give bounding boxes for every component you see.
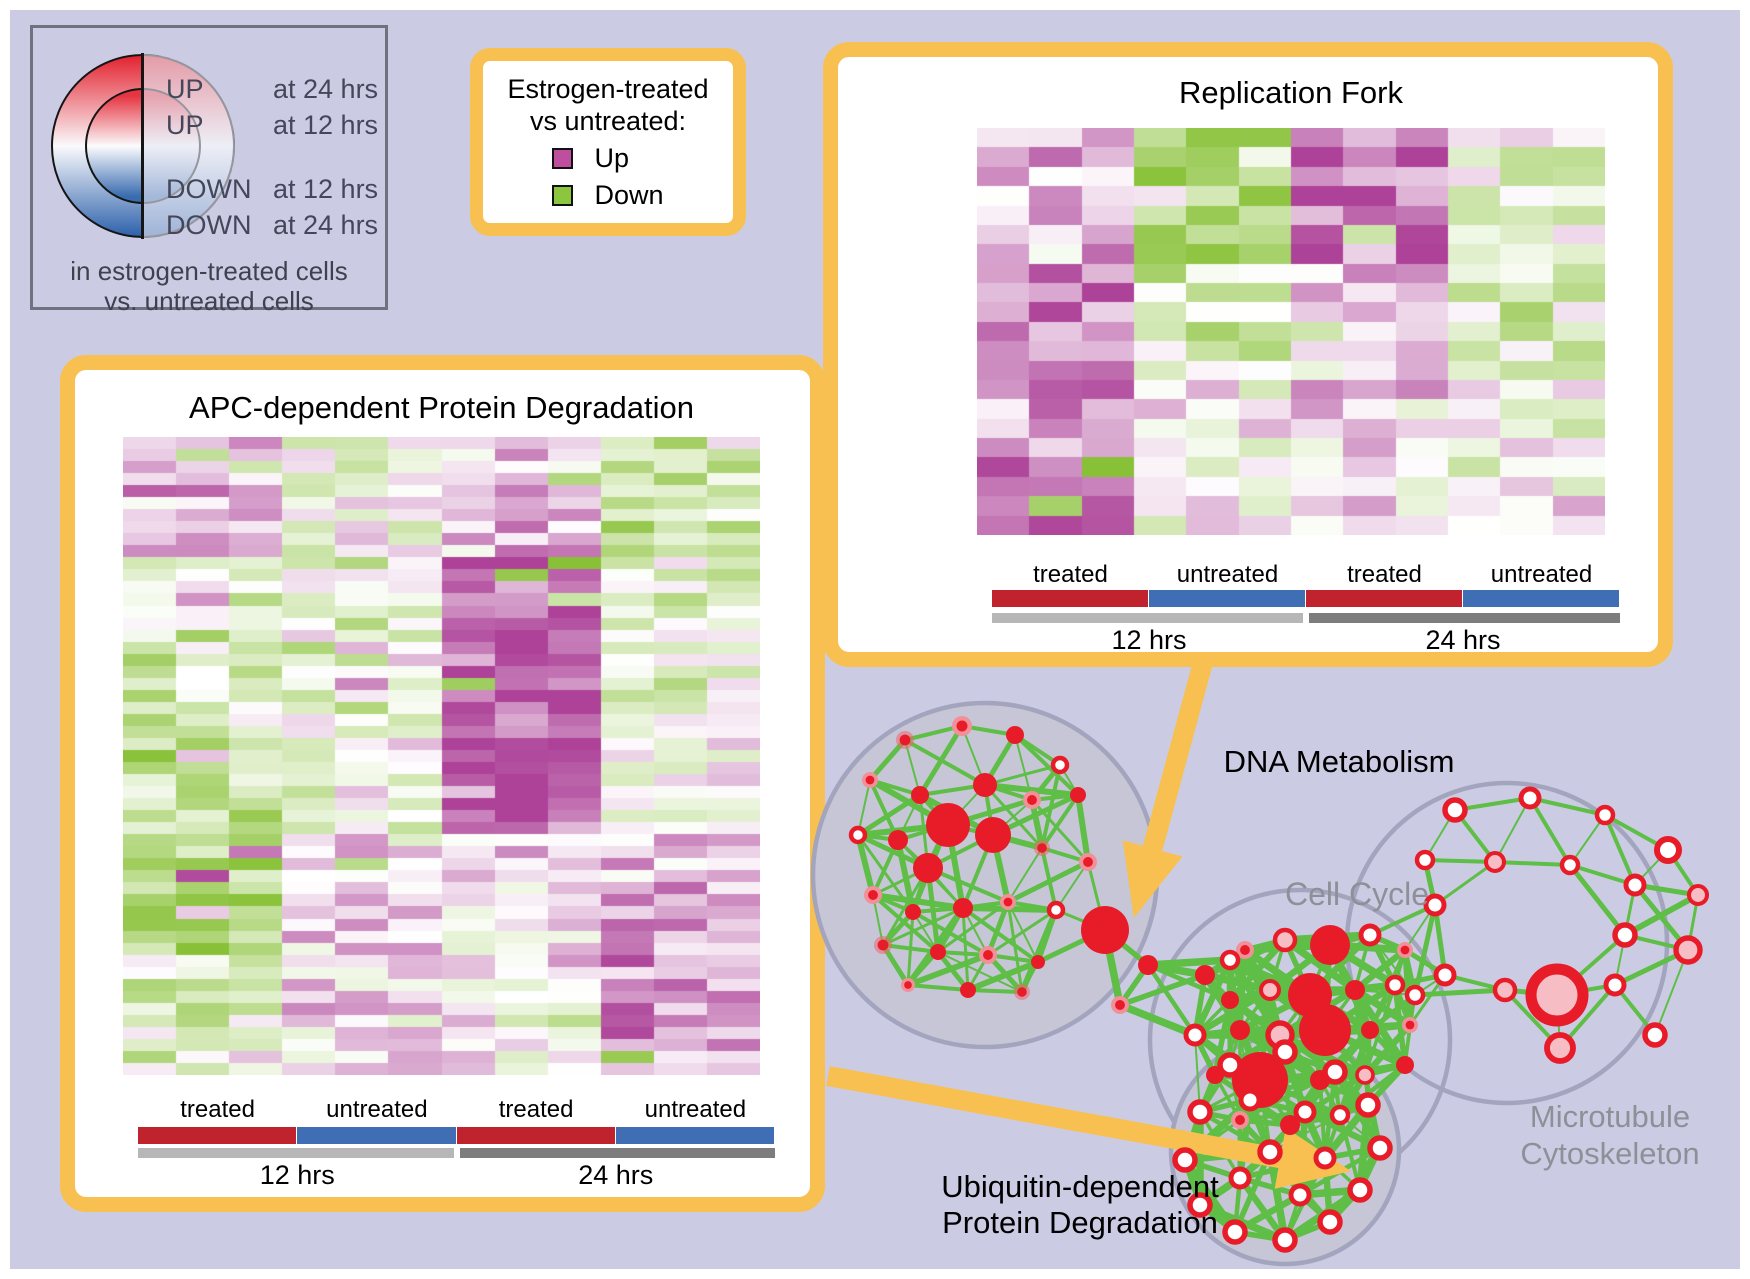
legend-down-12-time: at 12 hrs (273, 174, 379, 204)
timepoint-label: 24 hrs (578, 1160, 654, 1190)
timepoint-bar (459, 1148, 775, 1158)
microtubule-label-line1: Microtubule (1529, 1099, 1691, 1134)
treatment-color-bar (456, 1127, 615, 1144)
panel-apc-protein-degradation: APC-dependent Protein Degradation treate… (60, 355, 825, 1212)
timepoint-label: 12 hrs (1111, 625, 1187, 655)
timepoint-label: 12 hrs (259, 1160, 335, 1190)
treatment-group-label: untreated (1176, 561, 1279, 588)
cluster-label-dna-metabolism: DNA Metabolism (1223, 744, 1455, 779)
treatment-group-label: untreated (326, 1096, 428, 1123)
timepoint-bar (1309, 613, 1620, 623)
up-color-swatch (551, 148, 573, 169)
cluster-label-microtubule-cytoskeleton: Microtubule Cytoskeleton (1440, 1098, 1750, 1172)
treatment-color-bar (297, 1127, 456, 1144)
timepoint-circle-divider (141, 53, 144, 239)
down-color-swatch (551, 185, 573, 206)
replication-fork-panel-title: Replication Fork (1179, 75, 1403, 110)
treatment-group-label: treated (498, 1096, 574, 1123)
legend-up-12-time: at 12 hrs (273, 110, 379, 140)
treatment-group-label: untreated (1490, 561, 1593, 588)
microtubule-label-line2: Cytoskeleton (1520, 1136, 1700, 1171)
legend-up-24-word: UP (166, 74, 204, 104)
timepoint-label: 24 hrs (1425, 625, 1501, 655)
cluster-label-ubiquitin-degradation: Ubiquitin-dependent Protein Degradation (880, 1169, 1280, 1241)
ubiquitin-label-line2: Protein Degradation (942, 1205, 1218, 1240)
treatment-group-label: treated (1033, 561, 1108, 588)
legend-up-12-word: UP (166, 110, 204, 140)
legend-footer-line1: in estrogen-treated cells (70, 256, 348, 286)
apc-heatmap (123, 437, 760, 1075)
legend-up-24-time: at 24 hrs (273, 74, 379, 104)
legend-down-24-time: at 24 hrs (273, 210, 379, 240)
updown-legend-box: Estrogen-treated vs untreated: Up Down (470, 48, 746, 236)
timepoint-bar (992, 613, 1303, 623)
updown-legend-item-up: Up (483, 143, 733, 174)
treatment-color-bar (1306, 590, 1462, 607)
ubiquitin-label-line1: Ubiquitin-dependent (941, 1169, 1219, 1204)
treatment-group-label: untreated (644, 1096, 747, 1123)
legend-down-12-word: DOWN (166, 174, 252, 204)
treatment-color-bar (992, 590, 1148, 607)
updown-legend-item-down: Down (483, 180, 733, 211)
timepoint-legend-box: UP at 24 hrs UP at 12 hrs DOWN at 12 hrs… (30, 25, 388, 316)
legend-footer-line2: vs. untreated cells (104, 286, 314, 316)
updown-legend-title-line2: vs untreated: (529, 106, 687, 136)
down-label: Down (594, 180, 664, 210)
treatment-group-label: treated (1347, 561, 1422, 588)
panel-replication-fork: Replication Fork treated untreated treated… (823, 42, 1673, 667)
cluster-label-cell-cycle: Cell Cycle (1284, 876, 1430, 912)
treatment-color-bar (1463, 590, 1619, 607)
updown-legend-title-line1: Estrogen-treated (507, 74, 709, 104)
treatment-color-bar (1149, 590, 1305, 607)
timepoint-bar (138, 1148, 454, 1158)
up-label: Up (594, 143, 630, 173)
replication-fork-heatmap (977, 128, 1605, 535)
treatment-color-bar (615, 1127, 774, 1144)
legend-down-24-word: DOWN (166, 210, 252, 240)
treatment-group-label: treated (180, 1096, 255, 1123)
apc-panel-title: APC-dependent Protein Degradation (189, 390, 694, 425)
treatment-color-bar (138, 1127, 297, 1144)
